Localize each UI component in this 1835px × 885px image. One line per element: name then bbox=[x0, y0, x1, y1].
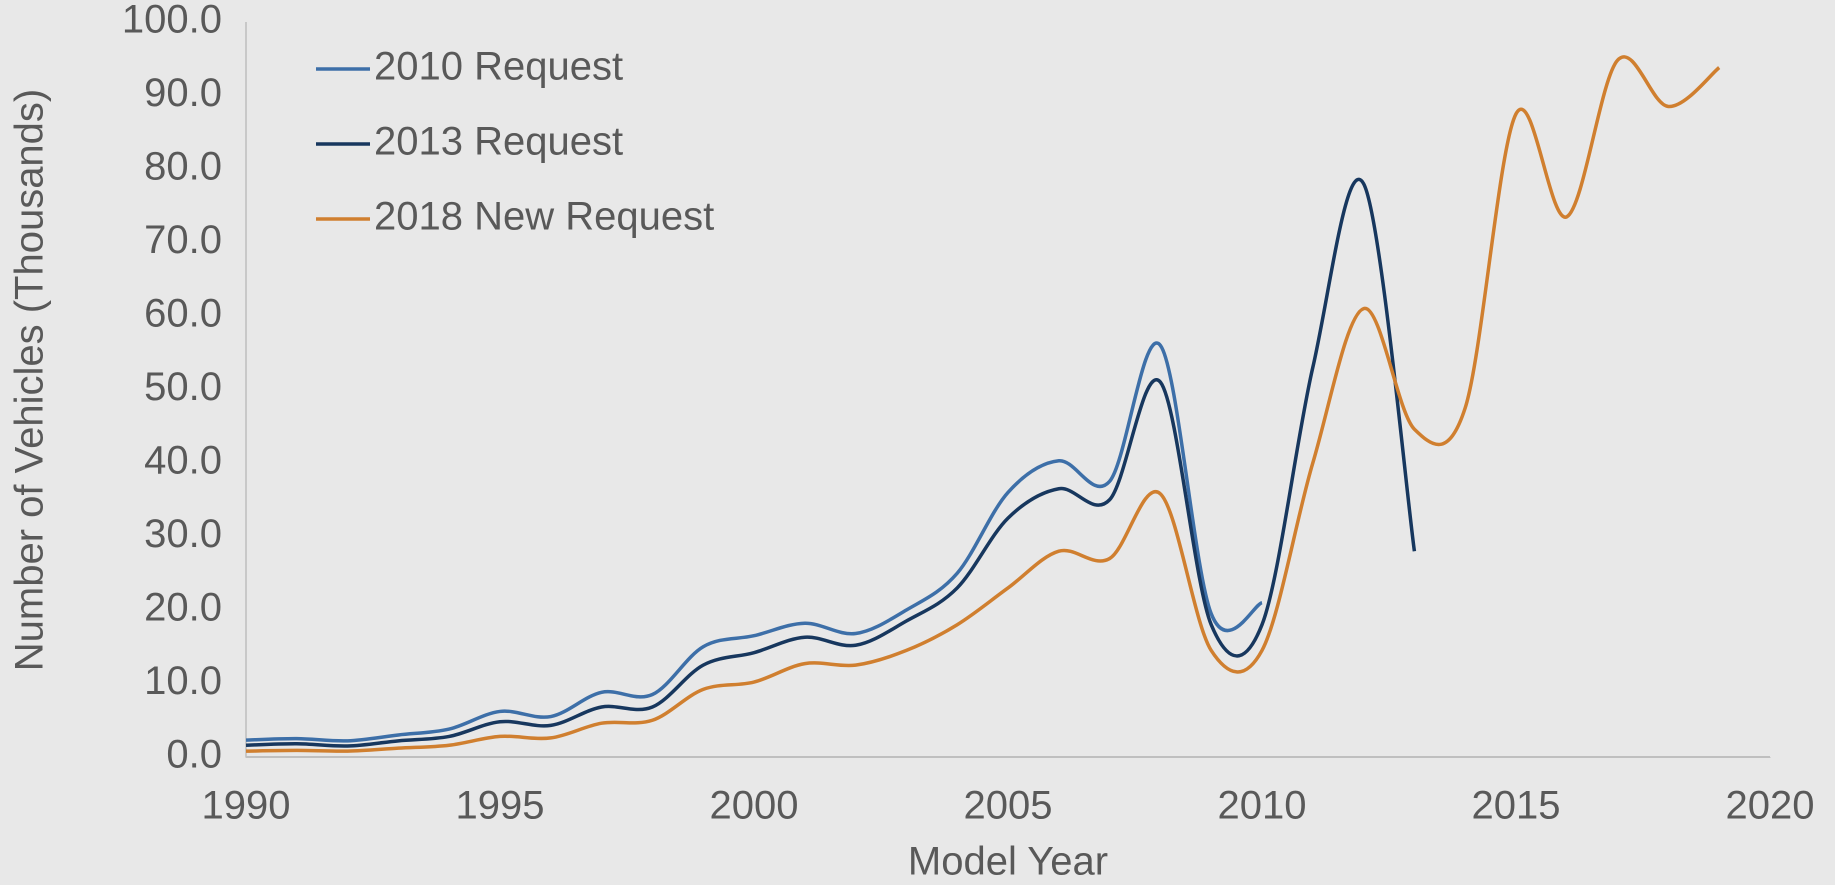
x-tick-label: 2000 bbox=[710, 784, 799, 828]
x-tick-label: 1995 bbox=[456, 784, 545, 828]
legend-label: 2013 Request bbox=[374, 120, 623, 164]
x-tick-label: 2015 bbox=[1472, 784, 1561, 828]
y-tick-label: 60.0 bbox=[144, 292, 222, 336]
y-tick-label: 10.0 bbox=[144, 659, 222, 703]
y-axis-title: Number of Vehicles (Thousands) bbox=[8, 89, 52, 672]
x-tick-label: 2010 bbox=[1218, 784, 1307, 828]
series-line bbox=[245, 341, 1263, 743]
series-line bbox=[245, 55, 1721, 753]
x-axis-title: Model Year bbox=[908, 840, 1108, 884]
y-tick-label: 30.0 bbox=[144, 512, 222, 556]
y-tick-label: 80.0 bbox=[144, 145, 222, 189]
x-tick-label: 2005 bbox=[964, 784, 1053, 828]
y-tick-label: 90.0 bbox=[144, 71, 222, 115]
y-tick-label: 40.0 bbox=[144, 439, 222, 483]
legend-label: 2010 Request bbox=[374, 45, 623, 89]
legend-label: 2018 New Request bbox=[374, 195, 714, 239]
x-tick-label: 2020 bbox=[1726, 784, 1815, 828]
y-tick-label: 20.0 bbox=[144, 586, 222, 630]
y-tick-label: 0.0 bbox=[166, 733, 222, 777]
y-tick-label: 70.0 bbox=[144, 218, 222, 262]
y-tick-label: 50.0 bbox=[144, 365, 222, 409]
x-tick-label: 1990 bbox=[202, 784, 291, 828]
series-line bbox=[245, 178, 1417, 748]
y-tick-label: 100.0 bbox=[122, 0, 222, 42]
